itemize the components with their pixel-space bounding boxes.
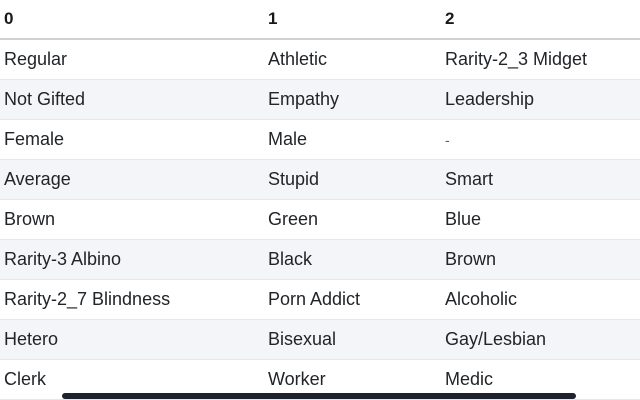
table-cell: Average (4, 169, 71, 189)
table-row[interactable]: Regular Athletic Rarity-2_3 Midget (0, 40, 640, 80)
table-body: Regular Athletic Rarity-2_3 Midget Not G… (0, 40, 640, 400)
table-row[interactable]: Female Male - (0, 120, 640, 160)
table-cell: Alcoholic (445, 289, 518, 309)
column-header-0[interactable]: 0 (4, 9, 14, 28)
table-cell: Clerk (4, 369, 47, 389)
table-cell: Hetero (4, 329, 59, 349)
table-cell: Rarity-2_7 Blindness (4, 289, 171, 309)
table-row[interactable]: Rarity-2_7 Blindness Porn Addict Alcohol… (0, 280, 640, 320)
table-cell: Male (268, 129, 308, 149)
column-header-1[interactable]: 1 (268, 9, 278, 28)
table-cell: Regular (4, 49, 68, 69)
table-cell: Worker (268, 369, 326, 389)
table-cell: Brown (4, 209, 56, 229)
table-cell: Smart (445, 169, 494, 189)
table-cell: - (445, 131, 450, 148)
table-row[interactable]: Not Gifted Empathy Leadership (0, 80, 640, 120)
table-cell: Leadership (445, 89, 535, 109)
column-header-2[interactable]: 2 (445, 9, 455, 28)
table-cell: Not Gifted (4, 89, 86, 109)
table-cell: Porn Addict (268, 289, 361, 309)
table-cell: Rarity-3 Albino (4, 249, 122, 269)
table-cell: Athletic (268, 49, 328, 69)
table-cell: Gay/Lesbian (445, 329, 547, 349)
table-row[interactable]: Hetero Bisexual Gay/Lesbian (0, 320, 640, 360)
table-cell: Green (268, 209, 319, 229)
table-cell: Medic (445, 369, 494, 389)
horizontal-scrollbar[interactable] (0, 392, 640, 400)
table-cell: Blue (445, 209, 482, 229)
table-row[interactable]: Rarity-3 Albino Black Brown (0, 240, 640, 280)
table-cell: Brown (445, 249, 497, 269)
table-cell: Rarity-2_3 Midget (445, 49, 588, 69)
table-cell: Empathy (268, 89, 340, 109)
horizontal-scrollbar-thumb[interactable] (62, 393, 576, 399)
table-cell: Black (268, 249, 313, 269)
table-cell: Stupid (268, 169, 320, 189)
table-row[interactable]: Brown Green Blue (0, 200, 640, 240)
table-cell: Bisexual (268, 329, 337, 349)
table-cell: Female (4, 129, 65, 149)
table-header-row: 0 1 2 (0, 0, 640, 40)
table-row[interactable]: Average Stupid Smart (0, 160, 640, 200)
